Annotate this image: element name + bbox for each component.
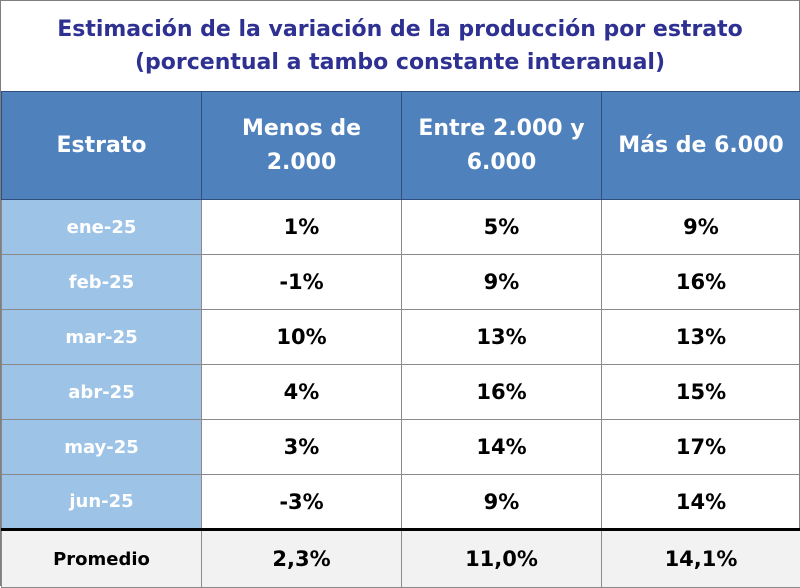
average-cell: 14,1% [602, 530, 800, 588]
table-row: abr-25 4% 16% 15% [2, 365, 800, 420]
table-row: ene-25 1% 5% 9% [2, 200, 800, 255]
average-cell: 11,0% [402, 530, 602, 588]
header-mas-6000: Más de 6.000 [602, 92, 800, 200]
table-cell: 4% [202, 365, 402, 420]
title-line-1: Estimación de la variación de la producc… [57, 13, 743, 46]
table-cell: 17% [602, 420, 800, 475]
average-row: Promedio 2,3% 11,0% 14,1% [2, 530, 800, 588]
table-cell: 5% [402, 200, 602, 255]
table-cell: 14% [402, 420, 602, 475]
table-cell: 1% [202, 200, 402, 255]
row-label: mar-25 [2, 310, 202, 365]
row-label: jun-25 [2, 475, 202, 530]
row-label: ene-25 [2, 200, 202, 255]
row-label: feb-25 [2, 255, 202, 310]
header-menos-2000: Menos de 2.000 [202, 92, 402, 200]
table-cell: 9% [402, 255, 602, 310]
header-estrato: Estrato [2, 92, 202, 200]
table-row: feb-25 -1% 9% 16% [2, 255, 800, 310]
table-cell: 3% [202, 420, 402, 475]
header-entre-2000-6000: Entre 2.000 y 6.000 [402, 92, 602, 200]
table-cell: -3% [202, 475, 402, 530]
table-cell: -1% [202, 255, 402, 310]
row-label: abr-25 [2, 365, 202, 420]
header-row: Estrato Menos de 2.000 Entre 2.000 y 6.0… [2, 92, 800, 200]
table-cell: 13% [602, 310, 800, 365]
row-label: may-25 [2, 420, 202, 475]
table-cell: 9% [602, 200, 800, 255]
table-title: Estimación de la variación de la producc… [1, 1, 799, 91]
average-cell: 2,3% [202, 530, 402, 588]
production-table: Estrato Menos de 2.000 Entre 2.000 y 6.0… [1, 91, 800, 588]
table-row: mar-25 10% 13% 13% [2, 310, 800, 365]
table-row: may-25 3% 14% 17% [2, 420, 800, 475]
table-cell: 14% [602, 475, 800, 530]
table-cell: 15% [602, 365, 800, 420]
table-cell: 10% [202, 310, 402, 365]
table-row: jun-25 -3% 9% 14% [2, 475, 800, 530]
table-cell: 16% [402, 365, 602, 420]
table-cell: 16% [602, 255, 800, 310]
average-label: Promedio [2, 530, 202, 588]
table-cell: 13% [402, 310, 602, 365]
table-cell: 9% [402, 475, 602, 530]
title-line-2: (porcentual a tambo constante interanual… [135, 46, 665, 79]
